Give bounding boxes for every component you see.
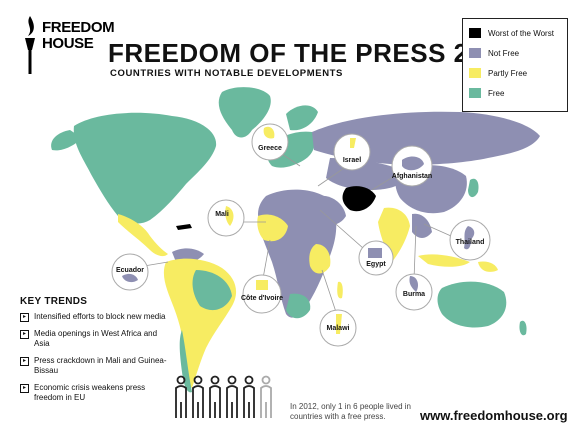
callout-label-egypt: Egypt (366, 261, 386, 268)
callout-cote-divoire: Côte d'Ivoire (241, 274, 283, 314)
website-url[interactable]: www.freedomhouse.org (420, 408, 568, 423)
person-icon (243, 375, 255, 418)
region-west-africa (257, 214, 288, 242)
callout-label-cote-divoire: Côte d'Ivoire (241, 295, 283, 302)
region-south-africa (286, 293, 311, 319)
logo-line-1: FREEDOM (42, 19, 115, 36)
region-brazil (192, 270, 232, 311)
person-icon (192, 375, 204, 418)
region-se-asia (412, 213, 432, 238)
page-subtitle: COUNTRIES WITH NOTABLE DEVELOPMENTS (110, 68, 343, 79)
legend-swatch-not-free (469, 48, 481, 58)
key-trends-heading: KEY TRENDS (20, 296, 88, 307)
legend-item-free: Free (469, 87, 504, 99)
legend-item-not-free: Not Free (469, 47, 519, 59)
callout-label-ecuador: Ecuador (116, 267, 144, 274)
callout-label-israel: Israel (343, 157, 361, 164)
region-cuba (176, 224, 192, 230)
region-alaska (51, 130, 82, 151)
region-iran (342, 186, 376, 212)
callout-afghanistan: Afghanistan (391, 145, 433, 187)
callout-ecuador: Ecuador (111, 253, 149, 291)
key-trends: KEY TRENDS ▸ Intensified efforts to bloc… (20, 296, 170, 410)
arrow-bullet-icon: ▸ (20, 357, 29, 366)
legend-label-not-free: Not Free (488, 48, 520, 58)
legend-label-partly-free: Partly Free (488, 68, 528, 78)
region-north-america (73, 112, 217, 224)
callout-mali: Mali (207, 199, 245, 237)
person-icon (175, 375, 187, 418)
callout-egypt: Egypt (358, 240, 394, 276)
map-legend: Worst of the Worst Not Free Partly Free … (462, 18, 568, 112)
region-madagascar (337, 281, 343, 299)
people-icons (175, 375, 272, 418)
region-indonesia (418, 254, 470, 267)
torch-icon (25, 16, 35, 74)
trend-text: Economic crisis weakens press freedom in… (34, 383, 146, 402)
legend-item-worst: Worst of the Worst (469, 27, 554, 39)
region-scandinavia (286, 105, 318, 131)
trend-item: ▸ Intensified efforts to block new media (20, 312, 170, 322)
trend-text: Media openings in West Africa and Asia (34, 329, 158, 348)
trend-item: ▸ Press crackdown in Mali and Guinea-Bis… (20, 356, 170, 376)
region-australia (437, 281, 507, 328)
callout-label-thailand: Thailand (456, 239, 485, 246)
trend-item: ▸ Economic crisis weakens press freedom … (20, 383, 170, 403)
legend-label-worst: Worst of the Worst (488, 28, 554, 38)
callout-burma: Burma (395, 273, 433, 311)
legend-swatch-worst (469, 28, 481, 38)
person-icon (226, 375, 238, 418)
callout-label-mali: Mali (215, 211, 229, 218)
region-japan (468, 178, 479, 198)
trend-item: ▸ Media openings in West Africa and Asia (20, 329, 170, 349)
callout-malawi: Malawi (319, 309, 357, 347)
callout-label-burma: Burma (403, 291, 425, 298)
person-icon (209, 375, 221, 418)
region-greenland (218, 87, 271, 138)
callout-label-afghanistan: Afghanistan (392, 173, 432, 180)
leader-burma (413, 225, 417, 281)
page-title: FREEDOM OF THE PRESS 2013 (108, 38, 514, 68)
callout-label-greece: Greece (258, 145, 282, 152)
callout-label-malawi: Malawi (327, 325, 350, 332)
trend-text: Press crackdown in Mali and Guinea-Bissa… (34, 356, 167, 375)
leader-greece (281, 153, 301, 167)
region-png (478, 261, 498, 272)
arrow-bullet-icon: ▸ (20, 313, 29, 322)
free-press-note: In 2012, only 1 in 6 people lived in cou… (290, 402, 411, 421)
legend-label-free: Free (488, 88, 505, 98)
region-new-zealand (519, 320, 527, 336)
callout-thailand: Thailand (449, 219, 491, 261)
callout-greece: Greece (251, 123, 289, 161)
logo-line-2: HOUSE (42, 35, 94, 52)
arrow-bullet-icon: ▸ (20, 330, 29, 339)
callouts: Greece Israel Afghanistan Mali Egypt Tha… (111, 123, 491, 347)
legend-swatch-partly-free (469, 68, 481, 78)
region-east-africa (309, 244, 331, 274)
trend-text: Intensified efforts to block new media (34, 312, 166, 321)
callout-israel: Israel (333, 133, 371, 171)
legend-item-partly-free: Partly Free (469, 67, 527, 79)
region-mexico (118, 214, 168, 257)
legend-swatch-free (469, 88, 481, 98)
person-icon (260, 375, 272, 418)
freedom-house-logo: FREEDOM HOUSE (22, 14, 115, 76)
arrow-bullet-icon: ▸ (20, 384, 29, 393)
